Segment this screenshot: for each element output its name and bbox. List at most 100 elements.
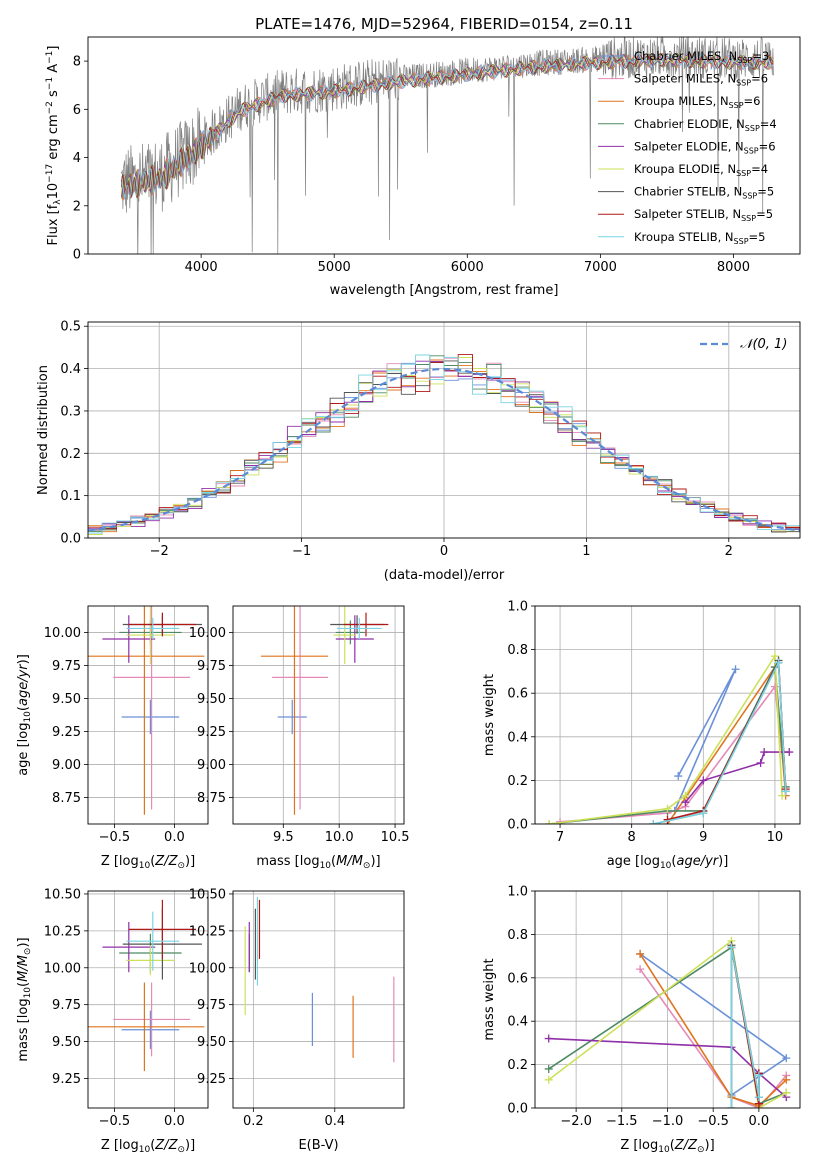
y-tick-label: 10.25 bbox=[189, 924, 226, 939]
x-tick-label: 0.4 bbox=[324, 1114, 345, 1129]
y-tick-label: 0.3 bbox=[60, 404, 81, 419]
y-tick-label: 9.75 bbox=[52, 998, 81, 1013]
y-tick-label: 9.00 bbox=[52, 758, 81, 773]
weight-point-marker bbox=[760, 748, 769, 757]
panel-spectrum: 4000 5000 6000 7000 8000 0 2 4 6 8 wavelength [Ang… bbox=[45, 36, 801, 298]
x-tick-label: −1.0 bbox=[652, 1114, 684, 1129]
y-tick-label: 6 bbox=[73, 103, 81, 118]
x-tick-label: 4000 bbox=[185, 260, 218, 275]
weight-point-marker bbox=[782, 1054, 791, 1063]
y-tick-label: 9.25 bbox=[197, 725, 226, 740]
y-tick-label: 9.75 bbox=[197, 659, 226, 674]
y-tick-label: 0.0 bbox=[507, 818, 528, 833]
weight-point-marker bbox=[663, 804, 672, 813]
y-tick-label: 0.6 bbox=[507, 687, 528, 702]
y-tick-label: 9.75 bbox=[197, 998, 226, 1013]
y-tick-label: 9.25 bbox=[52, 1072, 81, 1087]
y-tick-label: 0.6 bbox=[507, 971, 528, 986]
weight-point-marker bbox=[544, 1064, 553, 1073]
legend-entry: Chabrier ELODIE, NSSP​=4 bbox=[634, 117, 777, 133]
x-tick-label: 8000 bbox=[717, 260, 750, 275]
weight-point-marker bbox=[699, 809, 708, 818]
y-axis-label: mass weight bbox=[482, 958, 497, 1040]
y-tick-label: 9.50 bbox=[52, 1035, 81, 1050]
panel-age-vs-mass: 9.5 10.0 10.5 8.75 9.00 9.25 9.50 9.75 10.00 mass… bbox=[189, 605, 410, 871]
y-tick-label: 10.00 bbox=[189, 626, 226, 641]
y-tick-label: 9.50 bbox=[197, 1035, 226, 1050]
x-tick-label: 7000 bbox=[584, 260, 617, 275]
y-tick-label: 8.75 bbox=[197, 791, 226, 806]
y-tick-label: 0.8 bbox=[507, 643, 528, 658]
y-tick-label: 0.2 bbox=[60, 447, 81, 462]
legend-entry: Chabrier MILES, NSSP​=3 bbox=[634, 49, 769, 65]
axes-frame bbox=[87, 605, 209, 825]
panel-mass-vs-z: −0.5 0.0 9.25 9.50 9.75 10.00 10.25 10.50 Z [log… bbox=[16, 887, 209, 1155]
y-tick-label: 10.00 bbox=[44, 961, 81, 976]
x-axis-label: E(B-V) bbox=[298, 1138, 338, 1153]
model-spectrum-line bbox=[120, 53, 774, 198]
panel-mass-vs-ebv: 0.2 0.4 9.25 9.50 9.75 10.00 10.25 10.50 E(B-V) bbox=[189, 887, 405, 1153]
x-tick-label: 10 bbox=[767, 830, 784, 845]
weight-point-marker bbox=[754, 1071, 763, 1080]
y-axis-label: mass weight bbox=[482, 674, 497, 756]
weight-point-marker bbox=[756, 758, 765, 767]
weight-point-marker bbox=[699, 776, 708, 785]
y-tick-label: 9.75 bbox=[52, 659, 81, 674]
y-tick-label: 0.1 bbox=[60, 489, 81, 504]
plot-area-weight-vs-age bbox=[535, 606, 800, 824]
weight-point-marker bbox=[649, 820, 658, 824]
y-tick-label: 0.2 bbox=[507, 1058, 528, 1073]
weight-point-marker bbox=[731, 665, 740, 674]
weight-point-marker bbox=[770, 682, 779, 691]
x-tick-label: 9.5 bbox=[273, 830, 294, 845]
y-tick-label: 9.50 bbox=[52, 692, 81, 707]
weight-series-line bbox=[560, 684, 787, 823]
x-tick-label: 0.2 bbox=[243, 1114, 264, 1129]
plot-area-weight-vs-z bbox=[535, 891, 800, 1108]
y-tick-label: 8 bbox=[73, 55, 81, 70]
weight-point-marker bbox=[782, 1088, 791, 1097]
y-tick-label: 4 bbox=[73, 151, 81, 166]
plot-area-mass-vs-z bbox=[88, 891, 208, 1108]
weight-point-marker bbox=[636, 949, 645, 958]
x-axis-label: Z [log10​(Z/Z⊙​)] bbox=[620, 1138, 714, 1155]
y-axis-label: age [log10​(age/yr)] bbox=[16, 654, 33, 776]
weight-series-line bbox=[639, 953, 787, 1107]
y-tick-label: 0 bbox=[73, 248, 81, 263]
weight-point-marker bbox=[754, 1093, 763, 1102]
y-tick-label: 10.50 bbox=[44, 887, 81, 902]
y-tick-label: 9.00 bbox=[197, 758, 226, 773]
weight-series-line bbox=[673, 668, 737, 812]
x-tick-label: 10.0 bbox=[325, 830, 354, 845]
x-axis-label: (data-model)/error bbox=[384, 568, 505, 583]
panel-weight-vs-age: 7 8 9 10 0.0 0.2 0.4 0.6 0.8 1.0 mass weight age [l… bbox=[482, 600, 801, 871]
y-axis-label: Normed distribution bbox=[36, 365, 51, 495]
plot-area-mass-vs-ebv bbox=[233, 891, 404, 1108]
legend-entry: Chabrier STELIB, NSSP​=5 bbox=[634, 185, 774, 201]
x-tick-label: −0.5 bbox=[99, 1114, 131, 1129]
legend: Chabrier MILES, NSSP​=3 Salpeter MILES, N… bbox=[598, 49, 777, 246]
y-tick-label: 0.0 bbox=[60, 532, 81, 547]
x-tick-label: 1 bbox=[582, 544, 590, 559]
y-tick-label: 10.50 bbox=[189, 887, 226, 902]
y-tick-label: 0.4 bbox=[507, 730, 528, 745]
weight-series-line bbox=[684, 751, 790, 803]
panel-residuals: −2 −1 0 1 2 0.0 0.1 0.2 0.3 0.4 0.5 (data-model)/er… bbox=[36, 320, 801, 583]
x-tick-label: 8 bbox=[628, 830, 636, 845]
weight-series-line bbox=[548, 1037, 787, 1098]
legend-entry: Kroupa ELODIE, NSSP​=4 bbox=[634, 162, 768, 178]
weight-point-marker bbox=[727, 943, 736, 952]
weight-point-marker bbox=[785, 748, 794, 757]
axes-frame bbox=[87, 321, 801, 539]
y-axis-label: Flux [fλ​10−17​ erg cm−2​ s−1​ A−1​] bbox=[45, 46, 63, 246]
weight-point-marker bbox=[545, 820, 554, 824]
figure-title: PLATE=1476, MJD=52964, FIBERID=0154, z=0… bbox=[255, 15, 633, 33]
weight-point-marker bbox=[544, 1034, 553, 1043]
axes-frame bbox=[232, 890, 405, 1109]
weight-point-marker bbox=[782, 1075, 791, 1084]
y-tick-label: 1.0 bbox=[507, 885, 528, 900]
legend-entry: Salpeter ELODIE, NSSP​=6 bbox=[634, 139, 776, 155]
x-axis-label: Z [log10​(Z/Z⊙​)] bbox=[101, 854, 195, 871]
weight-point-marker bbox=[774, 658, 783, 667]
